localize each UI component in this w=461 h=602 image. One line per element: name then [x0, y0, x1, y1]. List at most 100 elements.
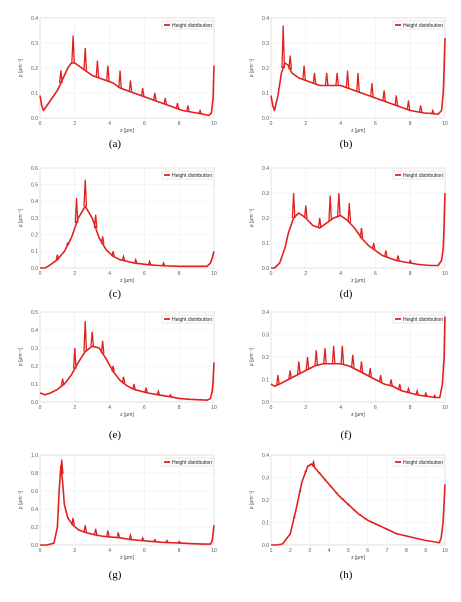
chart-b-xtick-label: 0 — [270, 121, 273, 127]
chart-e-ytick-label: 0.4 — [31, 328, 38, 334]
chart-e-spike — [168, 393, 173, 398]
chart-d-xtick-label: 0 — [270, 271, 273, 277]
chart-e-ytick-label: 0.1 — [31, 382, 38, 388]
chart-a-series-line — [39, 62, 215, 117]
chart-g-spike — [59, 459, 64, 474]
chart-a-legend-label: Height distribution — [172, 23, 212, 29]
chart-e-xtick-label: 2 — [73, 405, 76, 411]
chart-b-legend-box — [392, 20, 444, 30]
chart-a-spike — [128, 80, 133, 92]
caption-d: (d) — [339, 288, 353, 300]
chart-a-spike — [105, 65, 110, 82]
chart-a-xtick-label: 2 — [73, 121, 76, 127]
chart-h-ytick-label: 0.4 — [262, 453, 269, 459]
chart-b-spike — [324, 72, 329, 86]
chart-b-spike — [281, 25, 286, 69]
chart-h-legend-box — [392, 457, 444, 467]
chart-h-xtick-label: 4 — [328, 548, 331, 554]
chart-e-spike — [60, 378, 65, 386]
chart-a-spike — [140, 87, 145, 97]
chart-f-spike — [314, 350, 319, 366]
chart-g-spike — [128, 532, 133, 540]
chart-e-spike — [90, 331, 95, 347]
chart-c-xtick-label: 2 — [73, 271, 76, 277]
chart-a-spike — [59, 70, 63, 84]
chart-g-ytick-label: 1.0 — [31, 453, 38, 459]
chart-c-ytick-label: 0.1 — [31, 249, 38, 255]
chart-a-spike — [152, 92, 157, 101]
chart-panel-h: 1 2 3 4 5 6 7 8 9 10 0.0 0.1 0.2 0.3 0.4 z [μm] ρ [μm⁻¹]… — [231, 445, 461, 595]
chart-h-spike — [311, 459, 316, 467]
chart-d-xtick-label: 2 — [304, 271, 307, 277]
chart-e-ylabel: ρ [μm⁻¹] — [18, 347, 24, 366]
chart-c-xtick-label: 0 — [39, 271, 42, 277]
chart-g-legend-label: Height distribution — [172, 460, 212, 466]
chart-a-xtick-label: 10 — [211, 121, 217, 127]
chart-f-spike — [424, 391, 428, 397]
chart-panel-e: 0 2 4 6 8 10 0.0 0.1 0.2 0.3 0.4 0.5 z [μm] ρ [μm⁻¹] H… — [0, 300, 230, 450]
chart-f-spike — [359, 361, 364, 373]
chart-g-spike — [71, 517, 75, 526]
chart-c-ytick-label: 0.0 — [31, 266, 38, 272]
chart-f-ytick-label: 0.1 — [262, 377, 269, 383]
chart-c-spike — [161, 261, 166, 267]
chart-f-spike — [323, 347, 327, 364]
chart-h-xtick-label: 9 — [424, 548, 427, 554]
caption-f: (f) — [340, 429, 352, 441]
chart-h-xtick-label: 7 — [386, 548, 389, 554]
chart-f-spike — [415, 388, 420, 395]
chart-b-ytick-label: 0.1 — [262, 91, 269, 97]
chart-b-spike — [406, 100, 411, 110]
chart-d-spike — [347, 202, 352, 223]
chart-g-legend-box — [161, 457, 213, 467]
chart-panel-a: 0 2 4 6 8 10 0.0 0.1 0.2 0.3 0.4 z [μm] ρ [μm⁻¹] Heig… — [0, 0, 230, 150]
chart-f-ytick-label: 0.0 — [262, 400, 269, 406]
chart-b-spike — [370, 82, 374, 97]
chart-svg-g: 0 2 4 6 8 10 0.0 0.2 0.4 0.6 0.8 1.0 z [μm] ρ [μm⁻¹] H… — [18, 453, 217, 561]
chart-g-xtick-label: 10 — [211, 548, 217, 554]
chart-svg-a: 0 2 4 6 8 10 0.0 0.1 0.2 0.3 0.4 z [μm] ρ [μm⁻¹] Heig… — [18, 16, 217, 134]
chart-e-spike — [156, 389, 161, 396]
chart-g-ylabel: ρ [μm⁻¹] — [18, 490, 24, 509]
chart-c-xtick-label: 4 — [108, 271, 111, 277]
chart-svg-e: 0 2 4 6 8 10 0.0 0.1 0.2 0.3 0.4 0.5 z [μm] ρ [μm⁻¹] H… — [18, 310, 217, 418]
chart-c-spike — [133, 257, 138, 264]
chart-c-ytick-label: 0.5 — [31, 182, 38, 188]
chart-f-spike — [288, 370, 293, 379]
chart-e-ytick-label: 0.5 — [31, 310, 38, 316]
chart-g-xtick-label: 2 — [73, 548, 76, 554]
chart-e-ytick-label: 0.3 — [31, 346, 38, 352]
chart-a-spike — [175, 102, 180, 109]
chart-f-spike — [340, 345, 345, 365]
chart-c-legend-box — [161, 170, 213, 180]
chart-h-xtick-label: 1 — [270, 548, 273, 554]
chart-h-ytick-label: 0.3 — [262, 475, 269, 481]
chart-c-spike — [121, 254, 126, 261]
chart-f-legend-box — [392, 314, 444, 324]
chart-e-spike — [132, 383, 136, 390]
chart-g-xtick-label: 6 — [143, 548, 146, 554]
chart-e-spike — [83, 320, 88, 352]
chart-e-spike — [111, 365, 115, 372]
chart-b-xlabel: z [μm] — [351, 128, 365, 134]
chart-d-xtick-label: 4 — [339, 271, 342, 277]
chart-a-ytick-label: 0.4 — [31, 16, 38, 22]
chart-svg-c: 0 2 4 6 8 10 0.0 0.1 0.2 0.3 0.4 0.5 0.6 z [μm] ρ [μm⁻… — [18, 166, 217, 284]
chart-g-xtick-label: 8 — [178, 548, 181, 554]
chart-d-spike — [396, 255, 400, 261]
chart-d-spike — [303, 205, 308, 219]
chart-e-xtick-label: 6 — [143, 405, 146, 411]
chart-h-ylabel: ρ [μm⁻¹] — [249, 490, 255, 509]
chart-a-spike — [71, 35, 75, 64]
chart-a-ylabel: ρ [μm⁻¹] — [18, 58, 24, 77]
chart-a-xtick-label: 4 — [108, 121, 111, 127]
chart-e-ytick-label: 0.0 — [31, 400, 38, 406]
chart-a-spike — [198, 108, 202, 114]
chart-b-spike — [335, 72, 339, 86]
chart-e-ytick-label: 0.2 — [31, 364, 38, 370]
chart-h-xtick-label: 2 — [289, 548, 292, 554]
chart-c-spike — [100, 236, 105, 244]
chart-b-spike — [418, 105, 423, 113]
chart-g-spike — [116, 532, 121, 538]
chart-e-spike — [144, 387, 148, 393]
